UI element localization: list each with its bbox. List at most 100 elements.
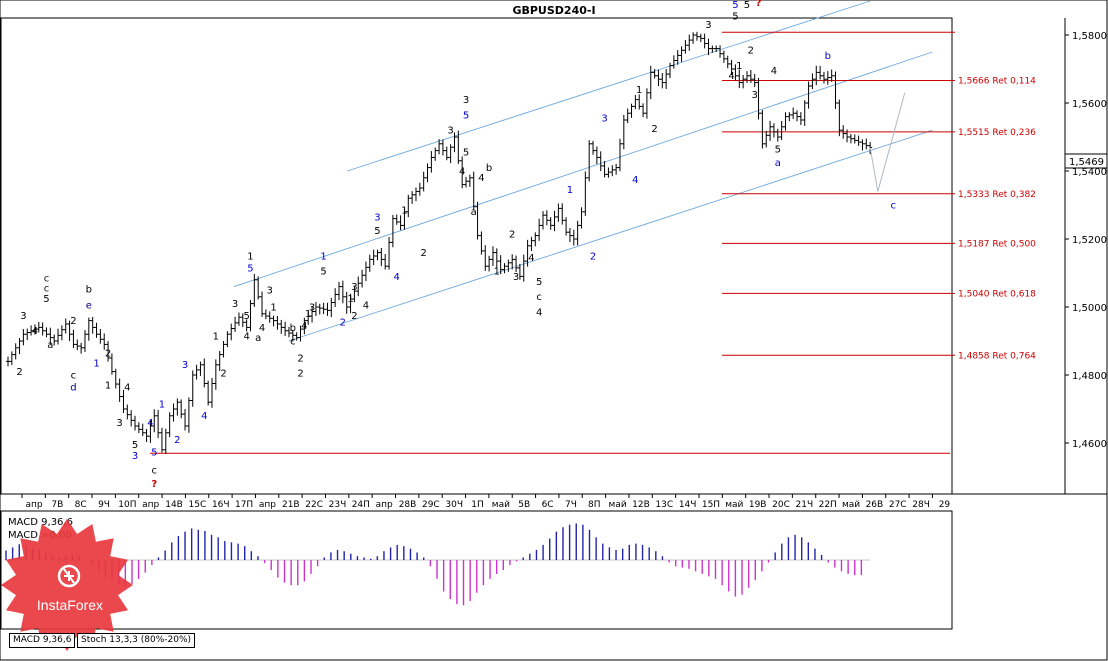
x-tick-label: 7В xyxy=(51,500,63,510)
wave-label: d xyxy=(70,382,76,393)
y-tick-label: 1,5000 xyxy=(1072,303,1107,314)
wave-label: 4 xyxy=(201,411,207,422)
wave-label: 4 xyxy=(478,173,484,184)
wave-label: 1 xyxy=(213,331,219,342)
wave-label: 5 xyxy=(151,448,157,459)
y-tick-label: 1,4600 xyxy=(1072,439,1107,450)
wave-label: 5 xyxy=(463,148,469,159)
wave-label: b xyxy=(486,163,492,174)
wave-label: 4 xyxy=(363,301,369,312)
x-tick-label: 27С xyxy=(889,500,907,510)
wave-label: 4 xyxy=(536,308,542,319)
wave-label: 2 xyxy=(590,251,596,262)
wave-label: 3 xyxy=(351,282,357,293)
wave-label: 4 xyxy=(394,272,400,283)
channel-line xyxy=(288,129,933,342)
wave-label: 1 xyxy=(494,267,500,278)
x-tick-label: 26В xyxy=(866,500,884,510)
x-tick-label: 28Ч xyxy=(912,500,930,510)
wave-label: 5 xyxy=(374,226,380,237)
wave-label: 2 xyxy=(174,435,180,446)
wave-label: 4 xyxy=(632,175,638,186)
wave-label: 5 xyxy=(320,267,326,278)
wave-label: c xyxy=(290,336,296,347)
y-tick-label: 1,4800 xyxy=(1072,371,1107,382)
wave-label: 3 xyxy=(705,20,711,31)
retracement-label: 1,5333 Ret 0,382 xyxy=(958,190,1036,200)
wave-label: 5 xyxy=(132,440,138,451)
x-tick-label: 8П xyxy=(588,500,601,510)
chart-title: GBPUSD240-I xyxy=(512,4,595,17)
wave-label: 3 xyxy=(132,451,138,462)
retracement-label: 1,5040 Ret 0,618 xyxy=(958,289,1036,299)
wave-label: c xyxy=(44,284,50,295)
x-tick-label: 7Ч xyxy=(565,500,577,510)
wave-label: 4 xyxy=(728,71,734,82)
wave-label: 5 xyxy=(247,263,253,274)
x-tick-label: 21В xyxy=(282,500,300,510)
x-tick-label: 30Ч xyxy=(445,500,463,510)
wave-label: ? xyxy=(756,0,762,9)
wave-label: 4 xyxy=(259,323,265,334)
wave-label: c xyxy=(536,292,542,303)
x-tick-label: 21Ч xyxy=(796,500,814,510)
wave-label: b xyxy=(825,51,831,62)
y-tick-label: 1,5800 xyxy=(1072,31,1107,42)
wave-label: c xyxy=(890,200,896,211)
wave-label: 1 xyxy=(401,206,407,217)
x-tick-label: 17П xyxy=(235,500,253,510)
wave-label: 3 xyxy=(601,114,607,125)
x-tick-label: 29 xyxy=(939,500,951,510)
x-tick-label: 14В xyxy=(165,500,183,510)
wave-label: 2 xyxy=(297,353,303,364)
tab-macd[interactable]: MACD 9,36,6 xyxy=(9,633,76,648)
y-tick-label: 1,5600 xyxy=(1072,99,1107,110)
wave-label: 4 xyxy=(771,66,777,77)
wave-label: c xyxy=(71,370,77,381)
wave-label: 3 xyxy=(182,360,188,371)
x-tick-label: май xyxy=(609,500,627,510)
wave-label: 5 xyxy=(732,12,738,23)
wave-label: 5 xyxy=(43,294,49,305)
x-tick-label: 13С xyxy=(655,500,673,510)
wave-label: 4 xyxy=(301,321,307,332)
x-tick-label: 22С xyxy=(305,500,323,510)
wave-label: 2 xyxy=(297,369,303,380)
x-tick-label: май xyxy=(492,500,510,510)
x-tick-label: 10П xyxy=(118,500,136,510)
wave-label: 1 xyxy=(636,85,642,96)
wave-label: 2 xyxy=(70,316,76,327)
wave-label: 1 xyxy=(347,294,353,305)
wave-label: 2 xyxy=(509,229,515,240)
wave-label: 2 xyxy=(340,318,346,329)
y-tick-label: 1,5200 xyxy=(1072,235,1107,246)
wave-label: 3 xyxy=(513,272,519,283)
x-tick-label: 12В xyxy=(632,500,650,510)
wave-label: 5 xyxy=(463,110,469,121)
wave-label: 1 xyxy=(270,302,276,313)
wave-label: e xyxy=(86,301,92,312)
wave-label: 3 xyxy=(463,95,469,106)
wave-label: 5 xyxy=(775,144,781,155)
x-tick-label: 1П xyxy=(471,500,484,510)
wave-label: b xyxy=(290,323,296,334)
wave-label: 4 xyxy=(459,166,465,177)
x-tick-label: 6С xyxy=(542,500,554,510)
instaforex-logo: InstaForex xyxy=(1,519,133,651)
svg-text:InstaForex: InstaForex xyxy=(37,597,103,613)
wave-label: 4 xyxy=(124,382,130,393)
wave-label: 4 xyxy=(147,418,153,429)
x-tick-label: май xyxy=(725,500,743,510)
wave-label: 3 xyxy=(116,418,122,429)
wave-label: 4 xyxy=(528,253,534,264)
wave-label: 2 xyxy=(651,124,657,135)
retracement-label: 1,4858 Ret 0,764 xyxy=(958,351,1036,361)
x-tick-label: апр xyxy=(376,500,393,510)
x-tick-label: 15П xyxy=(702,500,720,510)
x-tick-label: 16Ч xyxy=(212,500,230,510)
wave-label: 5 xyxy=(732,0,738,11)
macd-title: MACD 9,36,6 xyxy=(8,517,73,528)
tab-stoch[interactable]: Stoch 13,3,3 (80%-20%) xyxy=(77,633,196,648)
wave-label: a xyxy=(775,158,781,169)
